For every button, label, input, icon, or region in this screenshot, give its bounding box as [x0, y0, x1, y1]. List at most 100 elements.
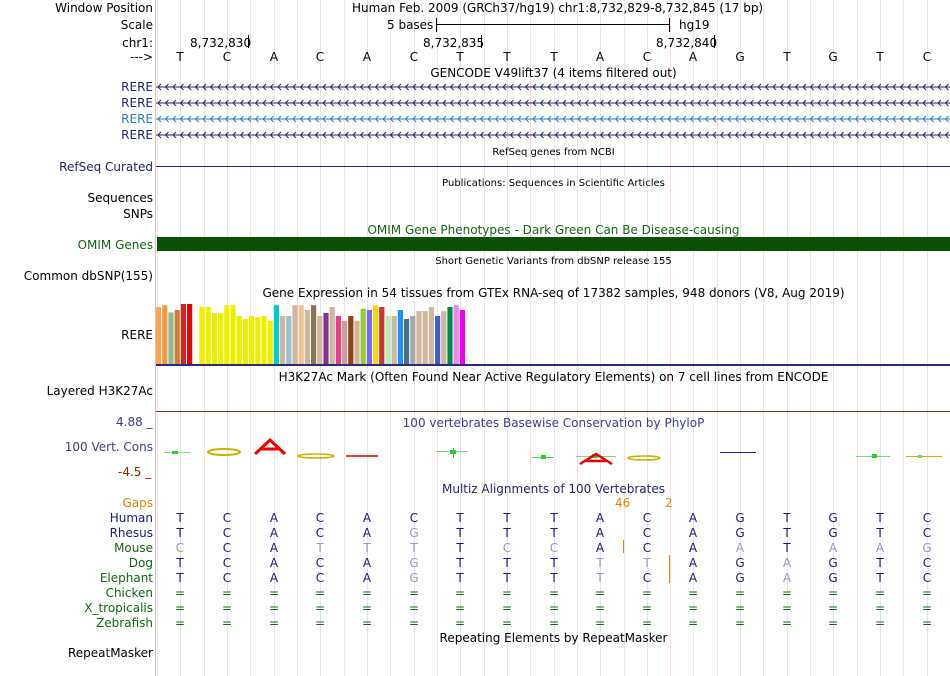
- scale-label[interactable]: Scale: [120, 18, 153, 32]
- base-center-line: [507, 0, 508, 676]
- phylop-title[interactable]: 100 vertebrates Basewise Conservation by…: [402, 416, 705, 430]
- alignment-base: T: [876, 511, 884, 525]
- alignment-base: =: [874, 601, 886, 615]
- gaps-label[interactable]: Gaps: [122, 496, 153, 510]
- alignment-base: =: [454, 586, 466, 600]
- species-label[interactable]: Zebrafish: [96, 616, 153, 630]
- h3k27ac-label[interactable]: Layered H3K27Ac: [46, 384, 153, 398]
- gtex-title[interactable]: Gene Expression in 54 tissues from GTEx …: [262, 286, 845, 300]
- alignment-base: =: [174, 601, 186, 615]
- gencode-item-2[interactable]: RERE: [121, 96, 153, 110]
- alignment-base: G: [735, 511, 745, 525]
- alignment-base: T: [410, 541, 418, 555]
- omim-label[interactable]: OMIM Genes: [77, 238, 153, 252]
- alignment-base: A: [688, 526, 698, 540]
- phylop-label[interactable]: 100 Vert. Cons: [64, 440, 153, 454]
- reference-base: C: [922, 50, 932, 64]
- sequences-label[interactable]: Sequences: [87, 191, 153, 205]
- gtex-tissue-bar: [230, 305, 236, 364]
- alignment-base: A: [595, 526, 605, 540]
- base-center-line: [880, 0, 881, 676]
- alignment-base: T: [456, 526, 464, 540]
- alignment-base: C: [315, 556, 325, 570]
- repeatmasker-label[interactable]: RepeatMasker: [67, 646, 153, 660]
- gencode-transcripts[interactable]: [156, 80, 950, 144]
- alignment-base: G: [735, 556, 745, 570]
- alignment-base: A: [688, 511, 698, 525]
- base-boundary-line: [624, 0, 625, 676]
- gencode-item-1[interactable]: RERE: [121, 80, 153, 94]
- reference-base: A: [595, 50, 605, 64]
- h3k27ac-title[interactable]: H3K27Ac Mark (Often Found Near Active Re…: [278, 370, 829, 384]
- gtex-tissue-bar: [255, 317, 261, 364]
- gencode-title[interactable]: GENCODE V49lift37 (4 items filtered out): [430, 66, 677, 80]
- alignment-base: =: [174, 616, 186, 630]
- refseq-label[interactable]: RefSeq Curated: [59, 160, 153, 174]
- gtex-tissue-bar: [267, 320, 273, 364]
- species-label[interactable]: Dog: [128, 556, 153, 570]
- gencode-item-3[interactable]: RERE: [121, 112, 153, 126]
- species-label[interactable]: Chicken: [105, 586, 153, 600]
- species-label[interactable]: Mouse: [114, 541, 153, 555]
- repeatmasker-title[interactable]: Repeating Elements by RepeatMasker: [439, 631, 668, 645]
- alignment-base: =: [921, 616, 933, 630]
- publications-title[interactable]: Publications: Sequences in Scientific Ar…: [442, 178, 665, 189]
- alignment-base: G: [409, 571, 419, 585]
- alignment-base: =: [501, 601, 513, 615]
- tick-mark-3: [714, 35, 715, 48]
- window-position-label[interactable]: Window Position: [55, 1, 153, 15]
- alignment-base: =: [594, 616, 606, 630]
- alignment-base: =: [641, 601, 653, 615]
- alignment-base: A: [688, 541, 698, 555]
- phylop-logo[interactable]: [156, 432, 950, 466]
- scale-bar-left: [436, 18, 437, 32]
- gtex-tissue-bar: [162, 305, 168, 364]
- alignment-base: T: [456, 556, 464, 570]
- gtex-label[interactable]: RERE: [121, 328, 153, 342]
- gtex-tissue-bar: [466, 320, 472, 364]
- gtex-tissue-bar: [323, 313, 329, 364]
- alignment-base: C: [315, 526, 325, 540]
- alignment-base: T: [783, 511, 791, 525]
- snps-label[interactable]: SNPs: [123, 207, 153, 221]
- alignment-base: T: [643, 556, 651, 570]
- species-label[interactable]: Rhesus: [109, 526, 153, 540]
- species-label[interactable]: Elephant: [99, 571, 153, 585]
- reference-base: T: [176, 50, 184, 64]
- alignment-base: =: [501, 586, 513, 600]
- phylop-marks: [164, 437, 942, 466]
- refseq-gene-line[interactable]: [156, 166, 950, 167]
- dbsnp-label[interactable]: Common dbSNP(155): [23, 269, 153, 283]
- species-label[interactable]: X_tropicalis: [84, 601, 153, 615]
- gtex-tissue-bar: [397, 310, 403, 364]
- alignment-base: C: [409, 511, 419, 525]
- omim-gene-bar[interactable]: [157, 237, 950, 251]
- gencode-strand-arrows: [157, 83, 949, 91]
- gtex-tissue-bar: [360, 308, 366, 364]
- dbsnp-title[interactable]: Short Genetic Variants from dbSNP releas…: [435, 256, 672, 267]
- gtex-tissue-bar: [366, 310, 372, 364]
- tick-mark-1: [248, 35, 249, 48]
- multiz-title[interactable]: Multiz Alignments of 100 Vertebrates: [441, 482, 666, 496]
- alignment-base: =: [501, 616, 513, 630]
- alignment-base: T: [503, 526, 511, 540]
- gencode-item-4[interactable]: RERE: [121, 128, 153, 142]
- strand-label[interactable]: --->: [129, 50, 153, 64]
- chrom-label[interactable]: chr1:: [122, 36, 153, 50]
- gtex-bar-chart[interactable]: [156, 300, 950, 366]
- alignment-base: C: [642, 526, 652, 540]
- omim-title[interactable]: OMIM Gene Phenotypes - Dark Green Can Be…: [367, 223, 740, 237]
- reference-base: T: [503, 50, 511, 64]
- gtex-tissue-bar: [156, 307, 162, 364]
- gtex-tissue-bar: [342, 320, 348, 364]
- species-label[interactable]: Human: [109, 511, 153, 525]
- alignment-base: A: [269, 571, 279, 585]
- alignment-base: =: [174, 586, 186, 600]
- gencode-strand-arrows: [157, 99, 949, 107]
- alignment-base: A: [362, 556, 372, 570]
- alignment-base: C: [222, 541, 232, 555]
- refseq-title[interactable]: RefSeq genes from NCBI: [492, 147, 615, 158]
- gtex-tissue-bar: [348, 316, 354, 364]
- gtex-tissue-bar: [249, 316, 255, 364]
- base-boundary-line: [484, 0, 485, 676]
